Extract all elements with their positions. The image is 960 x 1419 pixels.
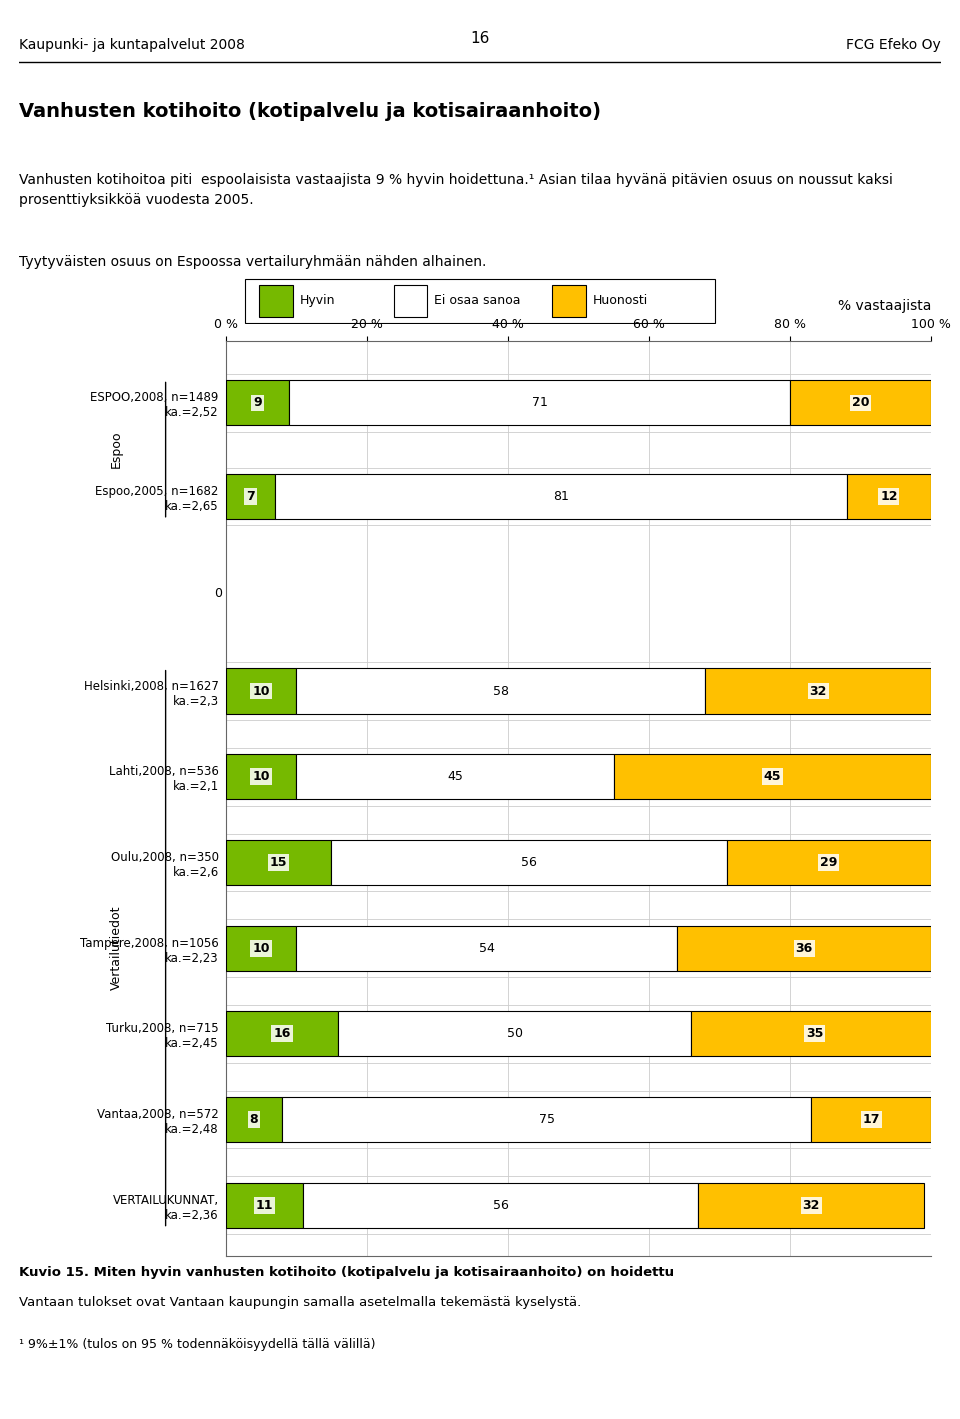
Text: 29: 29 [820, 856, 837, 868]
Text: 12: 12 [880, 490, 898, 502]
Text: 15: 15 [270, 856, 287, 868]
Text: 50: 50 [507, 1027, 523, 1040]
Text: 10: 10 [252, 684, 270, 698]
Bar [226, 380, 289, 426]
Text: Vertailutiedot: Vertailutiedot [109, 905, 123, 990]
Text: Vanhusten kotihoitoa piti  espoolaisista vastaajista 9 % hyvin hoidettuna.¹ Asia: Vanhusten kotihoitoa piti espoolaisista … [19, 173, 893, 207]
Text: ¹ 9%±1% (tulos on 95 % todennäköisyydellä tällä välillä): ¹ 9%±1% (tulos on 95 % todennäköisyydell… [19, 1338, 375, 1351]
Text: Vanhusten kotihoito (kotipalvelu ja kotisairaanhoito): Vanhusten kotihoito (kotipalvelu ja koti… [19, 102, 601, 121]
Text: 81: 81 [553, 490, 568, 502]
Bar [552, 285, 586, 316]
Bar [289, 380, 790, 426]
Bar [296, 668, 706, 714]
Text: 71: 71 [532, 396, 547, 409]
Text: Kaupunki- ja kuntapalvelut 2008: Kaupunki- ja kuntapalvelut 2008 [19, 38, 245, 53]
Text: 45: 45 [764, 771, 781, 783]
Bar [226, 668, 296, 714]
Bar [698, 1182, 924, 1227]
Text: 7: 7 [246, 490, 254, 502]
Bar [790, 380, 931, 426]
Text: % vastaajista: % vastaajista [838, 299, 931, 314]
Text: 11: 11 [255, 1199, 274, 1212]
Text: 36: 36 [796, 942, 813, 955]
Bar [275, 474, 847, 519]
Bar [296, 753, 613, 799]
Bar [226, 1097, 282, 1142]
Bar [613, 753, 931, 799]
Text: Huonosti: Huonosti [592, 294, 648, 308]
Bar [394, 285, 427, 316]
Bar [226, 1012, 339, 1056]
Text: 16: 16 [470, 31, 490, 47]
Bar [691, 1012, 938, 1056]
Bar [282, 1097, 811, 1142]
Text: 45: 45 [447, 771, 463, 783]
Bar [303, 1182, 698, 1227]
Text: 9: 9 [253, 396, 262, 409]
Text: 17: 17 [862, 1112, 880, 1127]
Text: 32: 32 [803, 1199, 820, 1212]
Bar [727, 840, 931, 885]
Text: 56: 56 [492, 1199, 509, 1212]
Text: 20: 20 [852, 396, 870, 409]
Text: 0: 0 [214, 587, 222, 600]
Text: Hyvin: Hyvin [300, 294, 335, 308]
Text: 10: 10 [252, 771, 270, 783]
Text: Tyytyväisten osuus on Espoossa vertailuryhmään nähden alhainen.: Tyytyväisten osuus on Espoossa vertailur… [19, 255, 487, 270]
Text: 75: 75 [539, 1112, 555, 1127]
Text: 32: 32 [809, 684, 827, 698]
Bar [331, 840, 727, 885]
Text: 10: 10 [252, 942, 270, 955]
Bar [706, 668, 931, 714]
Text: 54: 54 [479, 942, 494, 955]
Bar [226, 1182, 303, 1227]
Text: Vantaan tulokset ovat Vantaan kaupungin samalla asetelmalla tekemästä kyselystä.: Vantaan tulokset ovat Vantaan kaupungin … [19, 1296, 582, 1308]
Bar [339, 1012, 691, 1056]
Text: 16: 16 [274, 1027, 291, 1040]
Bar [296, 925, 677, 971]
Text: 8: 8 [250, 1112, 258, 1127]
Bar [226, 474, 275, 519]
Text: Kuvio 15. Miten hyvin vanhusten kotihoito (kotipalvelu ja kotisairaanhoito) on h: Kuvio 15. Miten hyvin vanhusten kotihoit… [19, 1266, 674, 1279]
Text: 56: 56 [521, 856, 537, 868]
Bar [226, 753, 296, 799]
Bar [259, 285, 293, 316]
Bar [226, 840, 331, 885]
Text: Espoo: Espoo [109, 431, 123, 468]
Bar [847, 474, 931, 519]
Text: FCG Efeko Oy: FCG Efeko Oy [846, 38, 941, 53]
Bar [677, 925, 931, 971]
Bar [811, 1097, 931, 1142]
Text: 35: 35 [806, 1027, 824, 1040]
Text: Ei osaa sanoa: Ei osaa sanoa [434, 294, 521, 308]
Text: 58: 58 [492, 684, 509, 698]
Bar [226, 925, 296, 971]
